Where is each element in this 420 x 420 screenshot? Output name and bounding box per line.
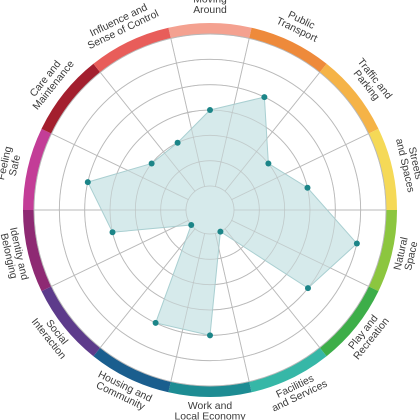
data-point <box>188 221 195 228</box>
grid-spoke-overlay <box>99 228 196 348</box>
data-point <box>207 107 213 113</box>
axis-label-line: Moving <box>193 0 227 6</box>
data-point <box>109 229 116 236</box>
ring-segment <box>41 63 103 136</box>
data-point <box>261 94 268 101</box>
grid-spoke-overlay <box>99 72 196 192</box>
grid-spoke-overlay <box>224 72 321 192</box>
data-point <box>353 240 360 247</box>
ring-segment <box>317 284 379 357</box>
data-point <box>217 228 224 235</box>
grid-spoke-overlay <box>51 220 189 287</box>
data-point <box>84 179 91 186</box>
grid-spoke-overlay <box>214 38 250 187</box>
data-point <box>152 319 159 326</box>
data-point <box>304 184 311 191</box>
data-points <box>84 94 360 339</box>
grid-spoke-overlay <box>214 233 250 382</box>
data-point <box>304 285 311 292</box>
data-point <box>207 332 213 339</box>
grid-spoke-overlay <box>231 133 369 200</box>
data-point <box>148 160 155 167</box>
grid-spoke-overlay <box>170 233 206 382</box>
ring-segment <box>41 284 103 357</box>
grid-spoke-overlay <box>224 228 321 348</box>
grid-spoke-overlay <box>170 38 206 187</box>
grid-spoke-overlay <box>231 220 369 287</box>
axis-label-line: Local Economy <box>174 412 246 420</box>
data-area <box>33 33 387 387</box>
axis-label-line: Safe <box>8 154 24 178</box>
axis-label-line: Work and <box>188 401 232 412</box>
axis-label-line: Around <box>193 5 227 16</box>
ring-segment <box>317 63 379 136</box>
data-point <box>265 160 272 167</box>
grid-spoke-overlay <box>51 133 189 200</box>
data-point <box>174 139 181 146</box>
